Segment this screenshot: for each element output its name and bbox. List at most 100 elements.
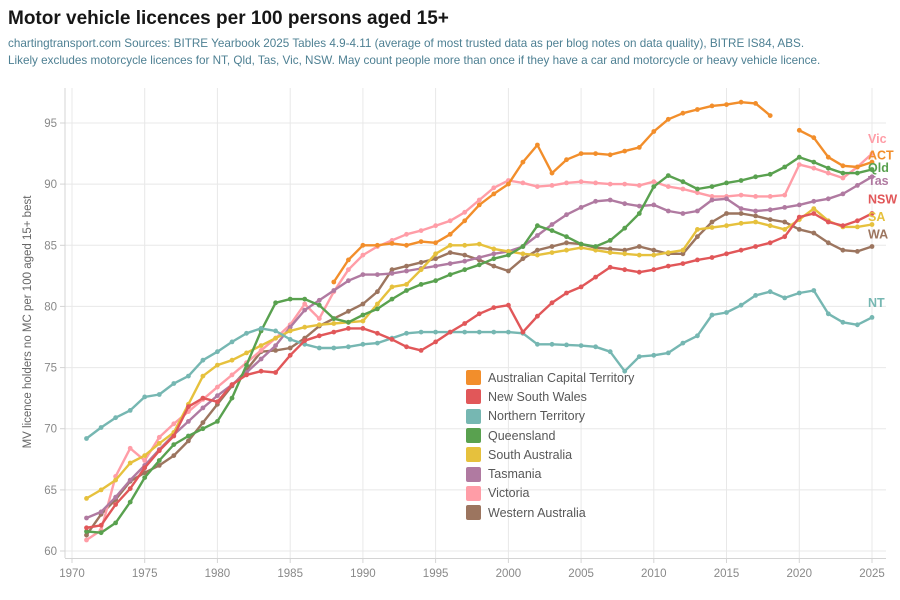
data-point[interactable] xyxy=(302,307,308,313)
data-point[interactable] xyxy=(360,301,366,307)
data-point[interactable] xyxy=(535,313,540,319)
data-point[interactable] xyxy=(346,344,351,350)
data-point[interactable] xyxy=(186,419,191,424)
data-point[interactable] xyxy=(447,261,453,266)
data-point[interactable] xyxy=(404,344,409,350)
data-point[interactable] xyxy=(346,267,351,273)
data-point[interactable] xyxy=(346,278,351,284)
data-point[interactable] xyxy=(215,384,220,390)
data-point[interactable] xyxy=(98,425,104,430)
data-point[interactable] xyxy=(680,247,686,253)
data-point[interactable] xyxy=(535,341,540,347)
data-point[interactable] xyxy=(404,242,409,248)
data-point[interactable] xyxy=(433,251,438,257)
data-point[interactable] xyxy=(535,247,540,253)
data-point[interactable] xyxy=(331,288,337,293)
data-point[interactable] xyxy=(665,173,671,179)
data-point[interactable] xyxy=(258,343,264,348)
data-point[interactable] xyxy=(869,159,875,165)
data-point[interactable] xyxy=(200,405,206,411)
data-point[interactable] xyxy=(142,475,148,480)
data-point[interactable] xyxy=(578,179,584,185)
data-point[interactable] xyxy=(796,227,802,232)
data-point[interactable] xyxy=(98,522,104,528)
data-point[interactable] xyxy=(273,348,278,353)
data-point[interactable] xyxy=(680,251,686,257)
data-point[interactable] xyxy=(447,272,453,277)
data-point[interactable] xyxy=(695,190,700,196)
data-point[interactable] xyxy=(811,206,817,212)
data-point[interactable] xyxy=(593,244,598,249)
data-point[interactable] xyxy=(578,343,584,348)
data-point[interactable] xyxy=(695,234,700,240)
data-point[interactable] xyxy=(767,113,773,118)
data-point[interactable] xyxy=(375,306,380,312)
data-point[interactable] xyxy=(753,293,758,298)
data-point[interactable] xyxy=(462,242,468,248)
data-point[interactable] xyxy=(113,494,118,500)
data-point[interactable] xyxy=(869,315,875,320)
data-point[interactable] xyxy=(636,354,642,359)
data-point[interactable] xyxy=(331,279,337,285)
data-point[interactable] xyxy=(709,103,715,109)
data-point[interactable] xyxy=(273,343,278,348)
data-point[interactable] xyxy=(389,296,395,302)
data-point[interactable] xyxy=(287,352,293,358)
data-point[interactable] xyxy=(84,529,89,534)
data-point[interactable] xyxy=(127,445,133,451)
data-point[interactable] xyxy=(84,436,89,441)
data-point[interactable] xyxy=(549,183,555,188)
data-point[interactable] xyxy=(98,487,104,493)
data-point[interactable] xyxy=(840,170,846,176)
data-point[interactable] xyxy=(200,373,206,379)
data-point[interactable] xyxy=(753,219,758,225)
data-point[interactable] xyxy=(520,180,526,186)
data-point[interactable] xyxy=(738,178,744,183)
data-point[interactable] xyxy=(404,330,409,336)
data-point[interactable] xyxy=(665,184,671,190)
data-point[interactable] xyxy=(636,244,642,249)
data-point[interactable] xyxy=(636,203,642,209)
data-point[interactable] xyxy=(360,242,366,248)
data-point[interactable] xyxy=(549,300,555,306)
data-point[interactable] xyxy=(462,321,468,326)
data-point[interactable] xyxy=(695,107,700,112)
data-point[interactable] xyxy=(142,394,148,400)
data-point[interactable] xyxy=(636,183,642,188)
data-point[interactable] xyxy=(346,326,351,331)
data-point[interactable] xyxy=(302,296,308,302)
data-point[interactable] xyxy=(113,477,118,483)
data-point[interactable] xyxy=(549,244,555,249)
data-point[interactable] xyxy=(375,340,380,346)
data-point[interactable] xyxy=(491,191,497,197)
data-point[interactable] xyxy=(156,463,162,468)
data-point[interactable] xyxy=(476,311,482,317)
data-point[interactable] xyxy=(564,247,569,253)
data-point[interactable] xyxy=(447,242,453,248)
data-point[interactable] xyxy=(796,127,802,133)
data-point[interactable] xyxy=(578,205,584,210)
data-point[interactable] xyxy=(287,345,293,351)
data-point[interactable] xyxy=(258,368,264,374)
data-point[interactable] xyxy=(84,515,89,521)
data-point[interactable] xyxy=(273,370,278,375)
data-point[interactable] xyxy=(738,192,744,198)
data-point[interactable] xyxy=(375,242,380,248)
data-point[interactable] xyxy=(709,184,715,190)
data-point[interactable] xyxy=(782,295,788,301)
data-point[interactable] xyxy=(564,212,569,218)
data-point[interactable] xyxy=(869,174,875,180)
data-point[interactable] xyxy=(855,249,860,254)
data-point[interactable] xyxy=(302,324,308,330)
data-point[interactable] xyxy=(215,419,220,424)
data-point[interactable] xyxy=(869,151,875,157)
data-point[interactable] xyxy=(709,312,715,318)
data-point[interactable] xyxy=(535,252,540,258)
data-point[interactable] xyxy=(593,274,598,280)
data-point[interactable] xyxy=(724,102,729,107)
data-point[interactable] xyxy=(520,256,526,262)
data-point[interactable] xyxy=(476,197,482,203)
legend-item-WA[interactable]: Western Australia xyxy=(466,503,634,522)
data-point[interactable] xyxy=(462,218,468,224)
data-point[interactable] xyxy=(607,181,613,187)
